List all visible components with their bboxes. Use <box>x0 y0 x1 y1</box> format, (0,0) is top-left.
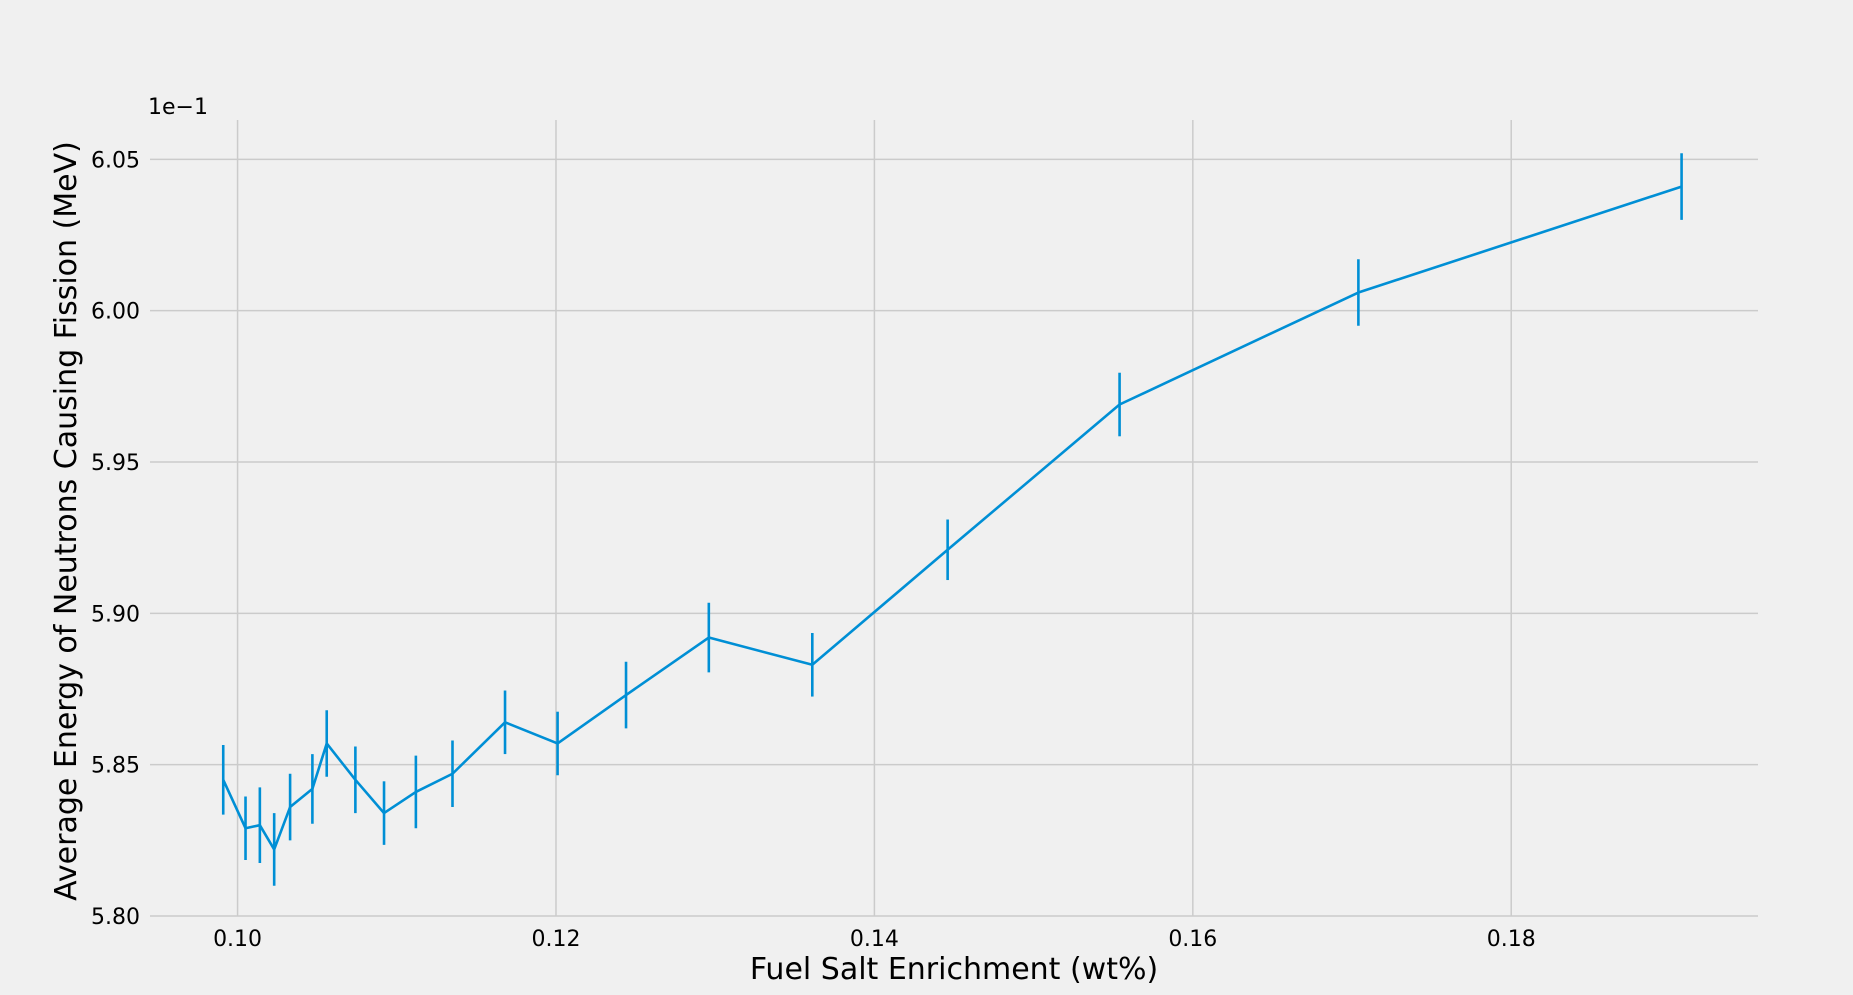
x-tick-label: 0.12 <box>531 927 580 952</box>
y-tick-label: 6.00 <box>91 300 140 325</box>
y-tick-labels: 5.80 5.85 5.90 5.95 6.00 6.05 <box>91 148 140 930</box>
y-tick-label: 6.05 <box>91 148 140 173</box>
x-tick-label: 0.16 <box>1168 927 1217 952</box>
data-series <box>221 153 1683 886</box>
x-tick-label: 0.18 <box>1487 927 1536 952</box>
series-line <box>222 185 1682 851</box>
x-tick-labels: 0.10 0.12 0.14 0.16 0.18 <box>213 927 1536 952</box>
y-axis-offset-label: 1e−1 <box>148 95 208 120</box>
y-tick-label: 5.90 <box>91 602 140 627</box>
y-tick-label: 5.85 <box>91 754 140 779</box>
x-tick-label: 0.10 <box>213 927 262 952</box>
x-axis-title: Fuel Salt Enrichment (wt%) <box>750 952 1158 987</box>
grid <box>150 120 1758 917</box>
x-tick-label: 0.14 <box>850 927 899 952</box>
y-tick-label: 5.80 <box>91 905 140 930</box>
y-tick-label: 5.95 <box>91 451 140 476</box>
y-axis-title: Average Energy of Neutrons Causing Fissi… <box>49 141 84 901</box>
